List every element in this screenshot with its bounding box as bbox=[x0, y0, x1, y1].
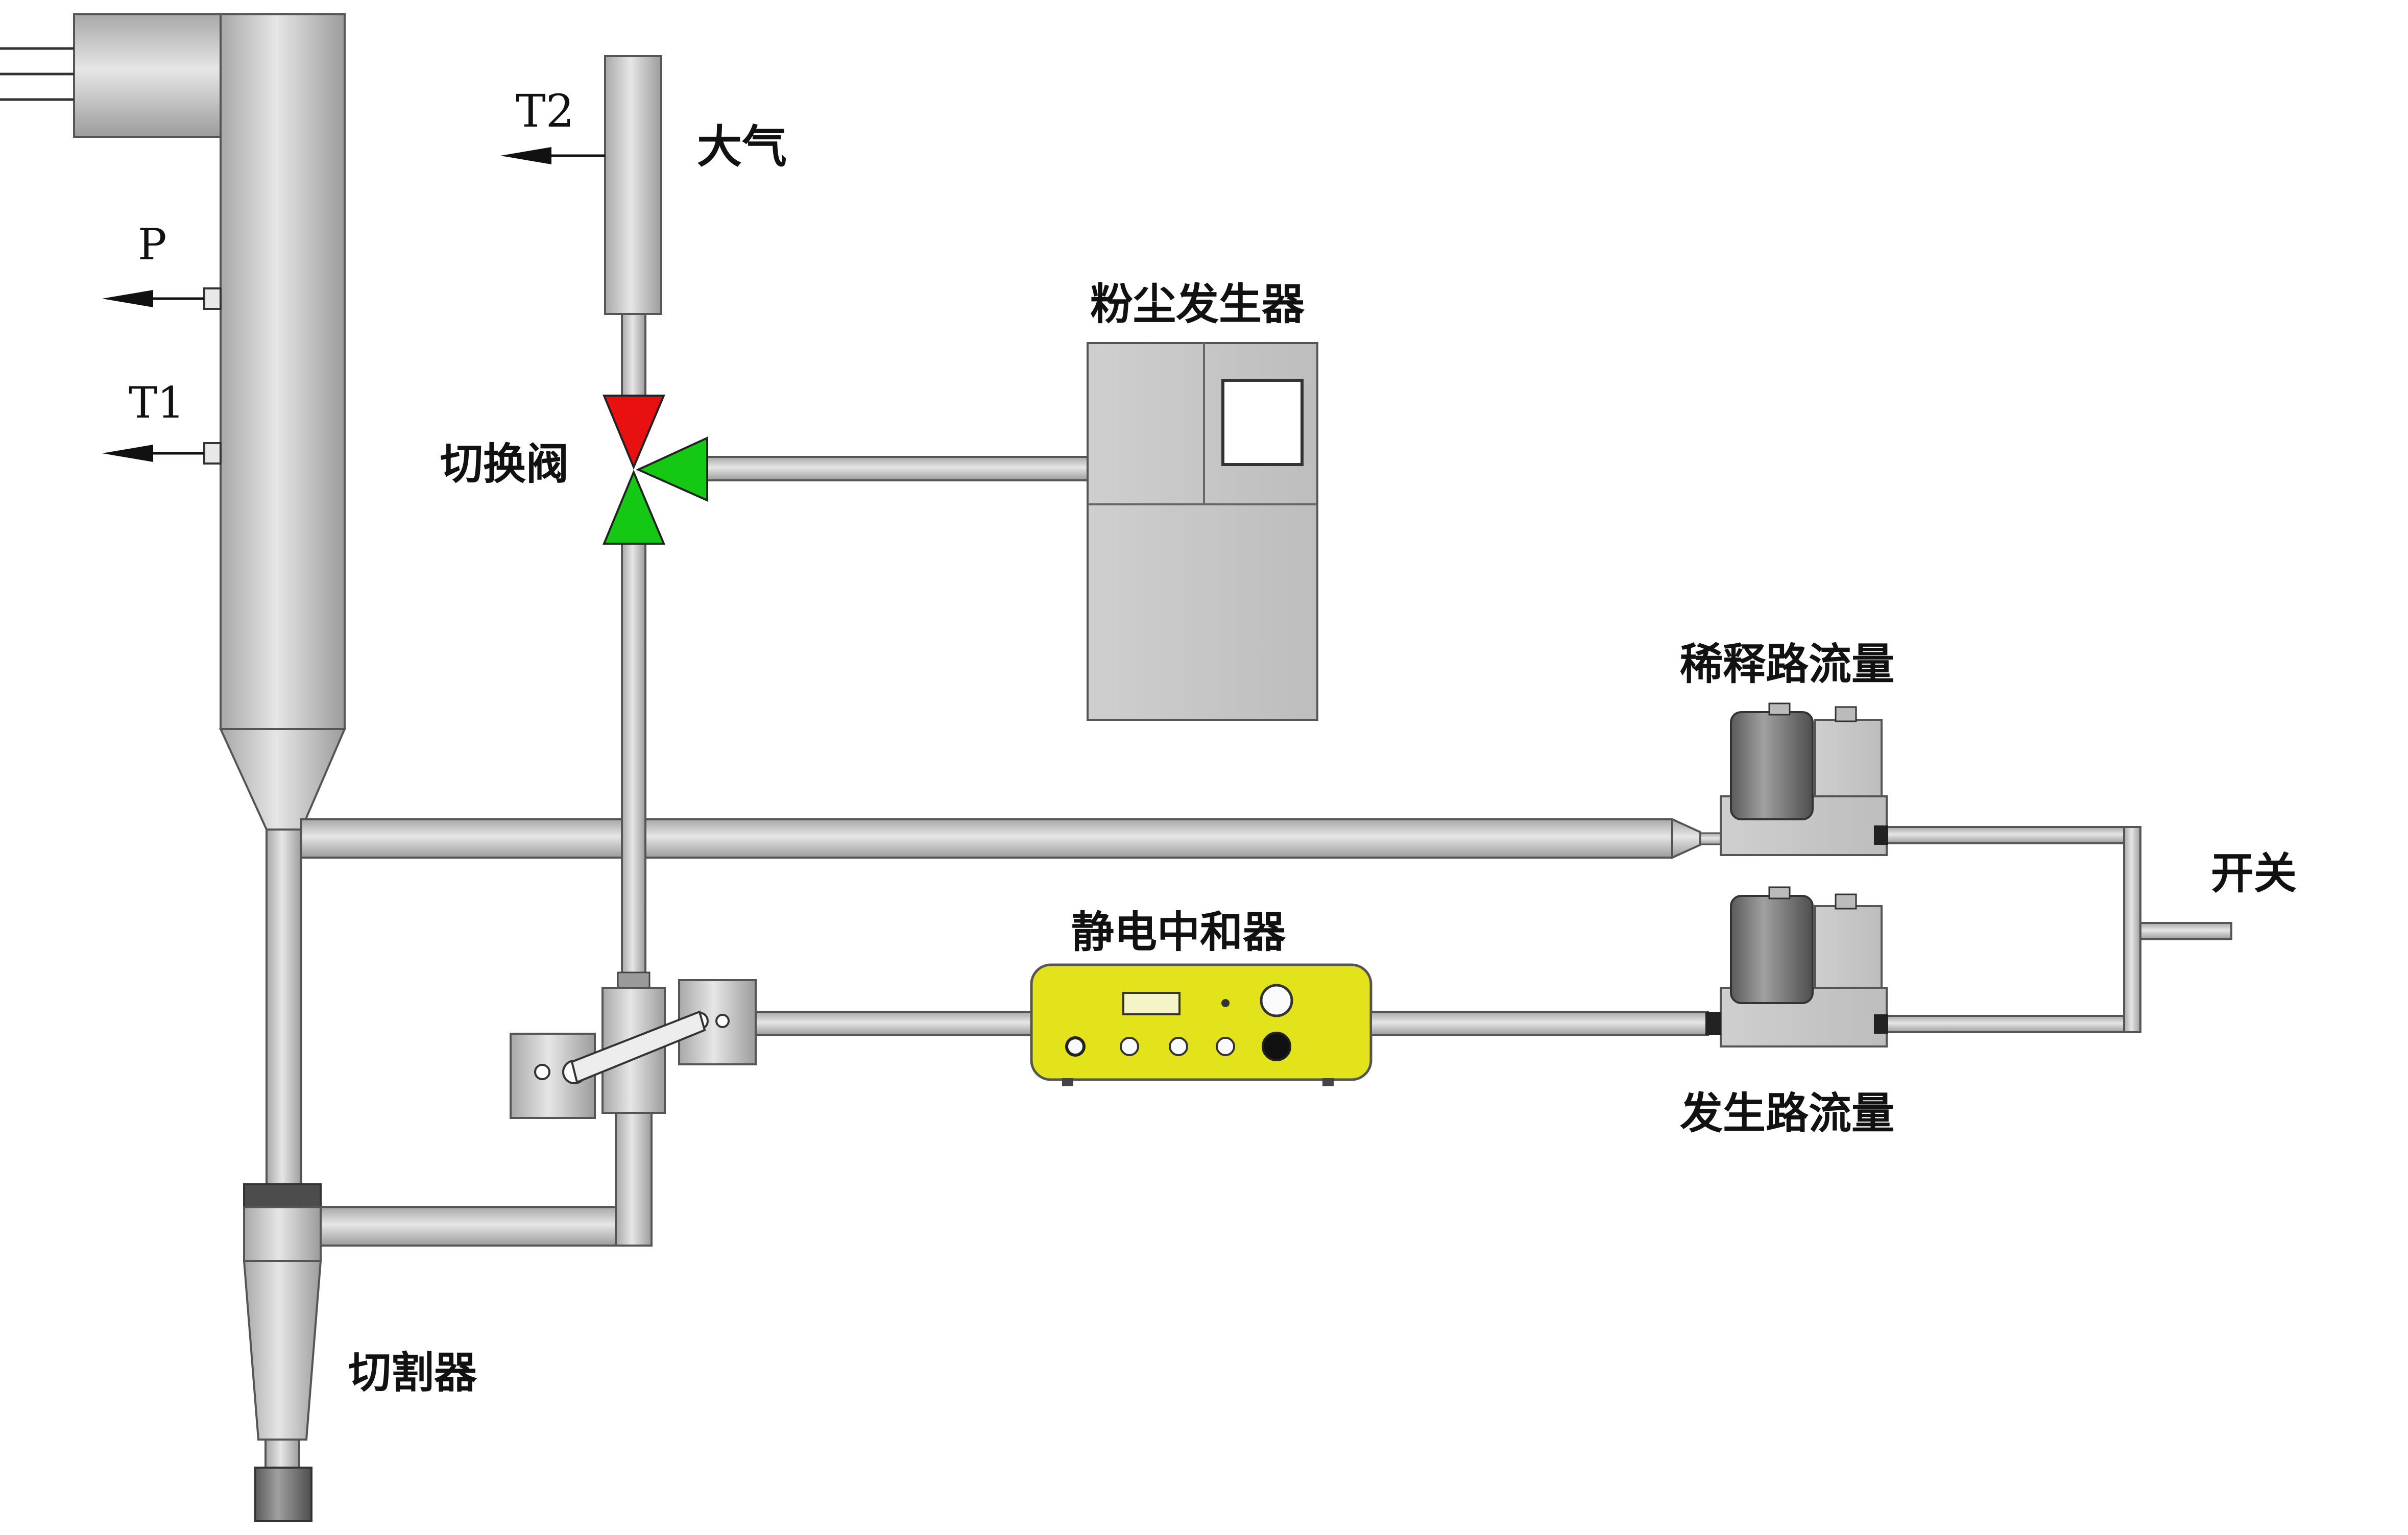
dilution-meter-outlet bbox=[1886, 826, 2133, 844]
generation-meter-block bbox=[1814, 905, 1883, 989]
cutter bbox=[243, 1112, 653, 1522]
atmosphere-branch bbox=[500, 55, 1089, 984]
column-cone bbox=[219, 728, 347, 831]
valve-assembly-left-knob bbox=[534, 1064, 550, 1080]
label-on-off: 开关 bbox=[2211, 848, 2297, 898]
cutter-outlet-horizontal bbox=[320, 1206, 653, 1247]
neutralizer-body bbox=[1030, 963, 1372, 1081]
switch-valve-bottom bbox=[603, 469, 666, 545]
valve-assembly-lever bbox=[570, 1010, 706, 1084]
dilution-duct bbox=[300, 818, 1673, 859]
duct-tail bbox=[1699, 832, 1722, 845]
neutralizer-jack-1 bbox=[1065, 1036, 1086, 1057]
generation-meter-fitting-in bbox=[1705, 1012, 1721, 1035]
p-arrowhead bbox=[102, 290, 153, 307]
neutralizer-output-knob bbox=[1262, 1032, 1291, 1061]
dilution-meter-block-cap bbox=[1835, 706, 1857, 722]
cutter-neck bbox=[264, 1439, 300, 1469]
valve-assembly bbox=[510, 971, 1043, 1119]
dust-generator bbox=[1087, 342, 1318, 721]
dust-generator-display bbox=[1221, 379, 1304, 466]
valve-assembly-right-knob bbox=[715, 1014, 730, 1028]
generation-meter-block-cap bbox=[1835, 893, 1857, 910]
switch-valve-top bbox=[603, 395, 666, 470]
atmosphere-tube bbox=[604, 55, 662, 315]
neutralizer-foot-left bbox=[1062, 1078, 1073, 1086]
cutter-outlet-vertical bbox=[615, 1112, 653, 1247]
label-dilution-flow: 稀释路流量 bbox=[1680, 639, 1894, 689]
neutralizer-button-2 bbox=[1169, 1037, 1188, 1056]
column-body bbox=[220, 13, 346, 730]
neutralizer-inlet-pipe bbox=[755, 1011, 1043, 1036]
cutter-cone bbox=[243, 1260, 322, 1441]
duct-reducer bbox=[1671, 817, 1701, 860]
labels: T2 大气 P T1 切换阀 粉尘发生器 稀释路流量 开关 静电中和器 发生路流… bbox=[129, 85, 2297, 1398]
t1-arrowhead bbox=[102, 445, 153, 462]
generation-meter-fitting bbox=[1874, 1014, 1888, 1034]
neutralizer-display bbox=[1122, 992, 1181, 1015]
valve-assembly-coupling bbox=[617, 971, 651, 989]
label-t1: T1 bbox=[129, 378, 184, 428]
cutter-top-ring bbox=[243, 1183, 322, 1208]
combiner-vertical bbox=[2123, 826, 2141, 1033]
dilution-meter-fitting bbox=[1874, 825, 1888, 845]
valve-lower-pipe bbox=[621, 543, 646, 984]
label-generation-flow: 发生路流量 bbox=[1680, 1088, 1894, 1138]
cutter-upper bbox=[243, 1206, 322, 1262]
t1-port bbox=[203, 442, 222, 465]
label-atmosphere: 大气 bbox=[697, 120, 787, 173]
main-column bbox=[0, 13, 347, 1198]
generation-meter-outlet bbox=[1886, 1015, 2133, 1033]
neutralizer-foot-right bbox=[1322, 1078, 1334, 1086]
neutralizer-button-1 bbox=[1120, 1037, 1139, 1056]
label-dust-generator: 粉尘发生器 bbox=[1090, 279, 1305, 329]
p-port bbox=[203, 287, 222, 310]
valve-side-pipe bbox=[706, 456, 1089, 481]
valve-upper-pipe bbox=[621, 313, 646, 397]
column-lower-pipe bbox=[266, 829, 302, 1198]
dilution-flow-meter bbox=[1720, 702, 2133, 856]
dilution-meter-cylinder-cap bbox=[1768, 702, 1791, 716]
generation-flow-meter bbox=[1705, 886, 2133, 1047]
generation-meter-cylinder bbox=[1730, 895, 1814, 1004]
label-static-neutralizer: 静电中和器 bbox=[1071, 907, 1286, 957]
on-off-combiner bbox=[2123, 826, 2232, 1033]
label-switch-valve: 切换阀 bbox=[440, 438, 569, 489]
neutralizer-button-3 bbox=[1216, 1037, 1235, 1056]
main-duct bbox=[300, 817, 1722, 860]
generation-meter-cylinder-cap bbox=[1768, 886, 1791, 899]
static-neutralizer bbox=[1030, 963, 1709, 1086]
cutter-bottom bbox=[254, 1467, 312, 1522]
label-cutter: 切割器 bbox=[348, 1347, 477, 1398]
dilution-meter-block bbox=[1814, 719, 1883, 797]
neutralizer-dial bbox=[1260, 984, 1293, 1017]
neutralizer-indicator bbox=[1221, 999, 1230, 1007]
switch-valve-side bbox=[636, 436, 708, 502]
t2-arrowhead bbox=[500, 147, 551, 164]
label-t2: T2 bbox=[516, 85, 574, 137]
dilution-meter-cylinder bbox=[1730, 711, 1814, 820]
neutralizer-outlet-pipe bbox=[1370, 1011, 1709, 1036]
combiner-outlet bbox=[2139, 922, 2232, 940]
label-p: P bbox=[138, 220, 167, 270]
